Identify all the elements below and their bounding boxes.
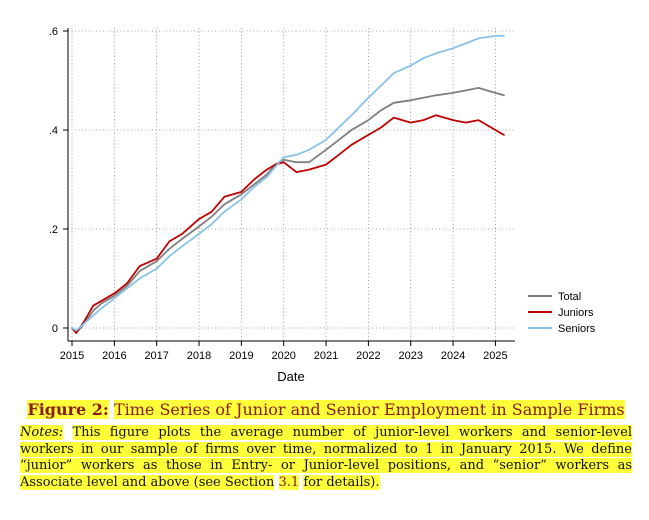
figure-title: Figure 2: Time Series of Junior and Seni… <box>20 400 632 419</box>
series-line-total <box>71 87 505 334</box>
x-tick-label: 2019 <box>229 350 253 362</box>
grid-lines <box>68 28 515 341</box>
x-tick-label: 2015 <box>60 350 84 362</box>
series-line-juniors <box>71 114 505 334</box>
y-ticks: 0 .2 .4 .6 <box>49 26 68 335</box>
series-lines <box>71 35 505 334</box>
x-tick-label: 2023 <box>398 350 422 362</box>
x-tick-label: 2022 <box>356 350 380 362</box>
notes-label: Notes: <box>20 425 64 440</box>
x-tick-label: 2020 <box>271 350 295 362</box>
legend-label-juniors: Juniors <box>558 307 594 319</box>
legend-label-total: Total <box>558 291 581 303</box>
legend: Total Juniors Seniors <box>528 291 596 335</box>
y-tick-label: 0 <box>52 323 58 335</box>
line-chart: 2015 2016 2017 2018 2019 2020 2021 2022 2023 2024… <box>49 26 596 384</box>
y-tick-label: .4 <box>49 125 58 137</box>
x-tick-label: 2025 <box>483 350 507 362</box>
x-ticks: 2015 2016 2017 2018 2019 2020 2021 2022 2023 2024… <box>60 341 508 362</box>
axes <box>67 28 515 342</box>
x-tick-label: 2016 <box>102 350 126 362</box>
figure-label: Figure 2: <box>27 400 109 419</box>
y-tick-label: .6 <box>49 26 58 38</box>
series-line-seniors <box>71 35 505 332</box>
legend-label-seniors: Seniors <box>558 323 596 335</box>
figure-title-text: Time Series of Junior and Senior Employm… <box>113 400 625 419</box>
section-reference-link[interactable]: 3.1 <box>278 474 300 490</box>
x-tick-label: 2017 <box>144 350 168 362</box>
y-tick-label: .2 <box>49 224 58 236</box>
notes-end: for details). <box>303 474 380 490</box>
figure-notes: Notes: This figure plots the average num… <box>20 425 633 491</box>
figure-caption: Figure 2: Time Series of Junior and Seni… <box>20 400 633 491</box>
x-tick-label: 2021 <box>314 350 338 362</box>
x-tick-label: 2024 <box>441 350 465 362</box>
x-axis-label: Date <box>277 369 304 384</box>
x-tick-label: 2018 <box>187 350 211 362</box>
